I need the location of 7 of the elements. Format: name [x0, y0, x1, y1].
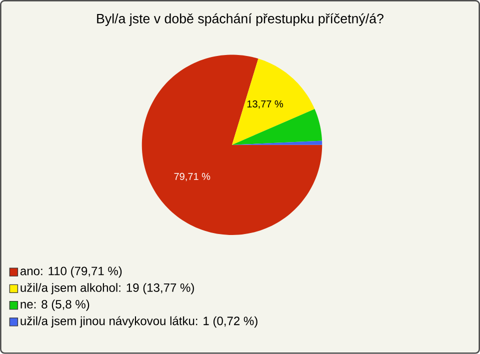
- data-label: 13,77 %: [247, 100, 284, 109]
- legend-label: užil/a jsem jinou návykovou látku: 1 (0,72 %): [20, 316, 258, 328]
- data-label: 79,71 %: [174, 172, 210, 182]
- legend-label: ne: 8 (5,8 %): [20, 300, 90, 311]
- legend-label: užil/a jsem alkohol: 19 (13,77 %): [20, 283, 194, 294]
- legend-label: ano: 110 (79,71 %): [20, 266, 122, 278]
- chart-title: Byl/a jste v době spáchání přestupku příčetný/á?: [97, 13, 384, 26]
